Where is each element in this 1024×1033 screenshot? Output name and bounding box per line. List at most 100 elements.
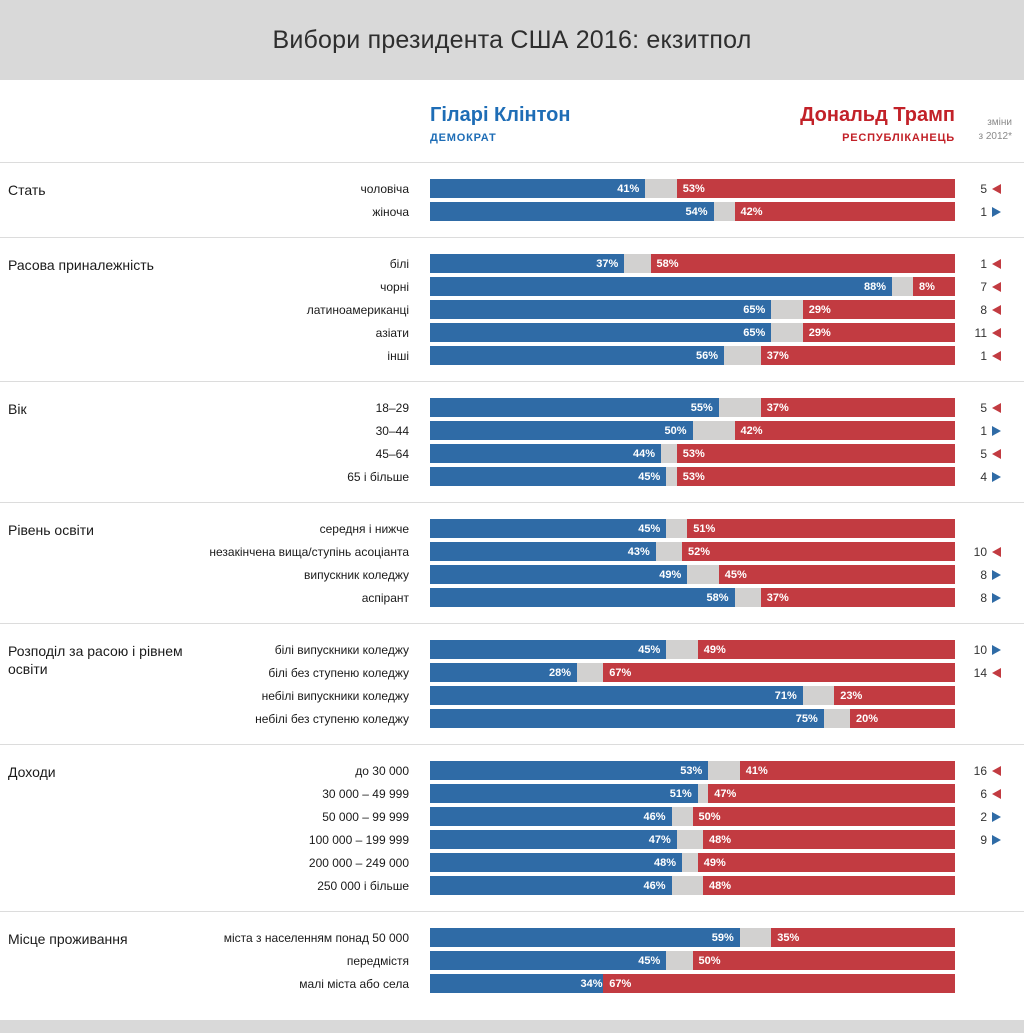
clinton-bar: 54%	[430, 202, 714, 221]
table-row: небілі без ступеню коледжу 75% 20%	[0, 709, 1024, 728]
table-row: білі 37% 58% 1	[0, 254, 1024, 273]
clinton-bar: 56%	[430, 346, 724, 365]
change-value: 11	[974, 325, 987, 340]
clinton-percent: 65%	[743, 326, 766, 339]
trump-bar: 23%	[834, 686, 955, 705]
trump-percent: 23%	[840, 689, 863, 702]
change-value: 8	[980, 590, 987, 605]
bar-track: 34% 67%	[430, 974, 955, 993]
bar-track: 48% 49%	[430, 853, 955, 872]
trump-bar: 49%	[697, 640, 955, 659]
table-row: міста з населенням понад 50 000 59% 35%	[0, 928, 1024, 947]
table-row: 250 000 і більше 46% 48%	[0, 876, 1024, 895]
change-value: 2	[980, 809, 987, 824]
clinton-bar: 59%	[430, 928, 740, 947]
change-cell: 14	[955, 666, 1024, 680]
trump-percent: 41%	[745, 764, 768, 777]
table-row: аспірант 58% 37% 8	[0, 588, 1024, 607]
row-label: чорні	[380, 279, 409, 294]
table-row: 65 і більше 45% 53% 4	[0, 467, 1024, 486]
section-title: Рівень освіти	[8, 522, 94, 538]
bar-track: 53% 41%	[430, 761, 955, 780]
table-row: 30 000 – 49 999 51% 47% 6	[0, 784, 1024, 803]
change-cell: 5	[955, 401, 1024, 415]
trump-bar: 58%	[650, 254, 955, 273]
change-value: 16	[973, 763, 987, 778]
clinton-percent: 49%	[659, 568, 682, 581]
table-row: 30–44 50% 42% 1	[0, 421, 1024, 440]
clinton-percent: 51%	[669, 787, 692, 800]
trump-percent: 52%	[688, 545, 711, 558]
clinton-percent: 56%	[695, 349, 718, 362]
change-arrow-left-icon	[992, 448, 1001, 459]
change-note-line1: зміни	[987, 117, 1012, 128]
section-title: Расова приналежність	[8, 257, 154, 273]
clinton-percent: 53%	[680, 764, 703, 777]
clinton-bar: 58%	[430, 588, 735, 607]
title-band: Вибори президента США 2016: екзитпол	[0, 0, 1024, 80]
section: Стать чоловіча 41% 53% 5 жіноча 54% 42% 1	[0, 162, 1024, 237]
clinton-bar: 51%	[430, 784, 698, 803]
section-title: Доходи	[8, 764, 56, 780]
section-title: Стать	[8, 182, 46, 198]
table-row: чорні 88% 8% 7	[0, 277, 1024, 296]
change-cell: 6	[955, 787, 1024, 801]
trump-percent: 50%	[698, 810, 721, 823]
candidate-headers: Гіларі Клінтон ДЕМОКРАТ Дональд Трамп РЕ…	[430, 104, 955, 144]
clinton-bar: 37%	[430, 254, 625, 273]
change-arrow-left-icon	[992, 258, 1001, 269]
trump-party: РЕСПУБЛІКАНЕЦЬ	[842, 132, 955, 144]
row-label: латиноамериканці	[306, 302, 409, 317]
change-arrow-left-icon	[992, 327, 1001, 338]
table-row: 100 000 – 199 999 47% 48% 9	[0, 830, 1024, 849]
clinton-bar: 41%	[430, 179, 646, 198]
change-value: 8	[980, 567, 987, 582]
row-label: 18–29	[375, 400, 409, 415]
change-value: 10	[973, 642, 987, 657]
bar-track: 58% 37%	[430, 588, 955, 607]
trump-percent: 53%	[682, 447, 705, 460]
row-label: 50 000 – 99 999	[322, 809, 409, 824]
clinton-percent: 59%	[711, 931, 734, 944]
section-title: Розподіл за расою і рівнем освіти	[8, 643, 183, 678]
trump-name: Дональд Трамп	[800, 104, 955, 126]
bar-track: 45% 50%	[430, 951, 955, 970]
clinton-bar: 45%	[430, 640, 667, 659]
clinton-bar: 28%	[430, 663, 577, 682]
row-label: середня і нижче	[319, 521, 409, 536]
row-label: незакінчена вища/ступінь асоціанта	[209, 544, 409, 559]
clinton-percent: 58%	[706, 591, 729, 604]
bar-track: 65% 29%	[430, 323, 955, 342]
change-cell: 1	[955, 424, 1024, 438]
clinton-bar: 49%	[430, 565, 688, 584]
table-row: білі випускники коледжу 45% 49% 10	[0, 640, 1024, 659]
trump-bar: 50%	[692, 807, 955, 826]
row-label: передмістя	[346, 953, 409, 968]
clinton-percent: 65%	[743, 303, 766, 316]
trump-percent: 49%	[703, 856, 726, 869]
change-cell: 1	[955, 349, 1024, 363]
change-arrow-left-icon	[992, 765, 1001, 776]
clinton-bar: 71%	[430, 686, 803, 705]
table-row: 200 000 – 249 000 48% 49%	[0, 853, 1024, 872]
bar-track: 45% 49%	[430, 640, 955, 659]
clinton-bar: 47%	[430, 830, 677, 849]
bar-track: 54% 42%	[430, 202, 955, 221]
clinton-percent: 46%	[643, 879, 666, 892]
table-row: малі міста або села 34% 67%	[0, 974, 1024, 993]
trump-bar: 67%	[603, 974, 955, 993]
trump-bar: 47%	[708, 784, 955, 803]
trump-bar: 42%	[734, 202, 955, 221]
clinton-bar: 50%	[430, 421, 693, 440]
header: Гіларі Клінтон ДЕМОКРАТ Дональд Трамп РЕ…	[0, 80, 1024, 162]
clinton-percent: 34%	[580, 977, 603, 990]
clinton-bar: 65%	[430, 323, 772, 342]
change-arrow-right-icon	[992, 834, 1001, 845]
trump-percent: 20%	[856, 712, 879, 725]
clinton-party: ДЕМОКРАТ	[430, 132, 497, 144]
trump-percent: 37%	[766, 591, 789, 604]
change-value: 7	[980, 279, 987, 294]
clinton-bar: 34%	[430, 974, 609, 993]
table-row: латиноамериканці 65% 29% 8	[0, 300, 1024, 319]
clinton-percent: 41%	[617, 182, 640, 195]
